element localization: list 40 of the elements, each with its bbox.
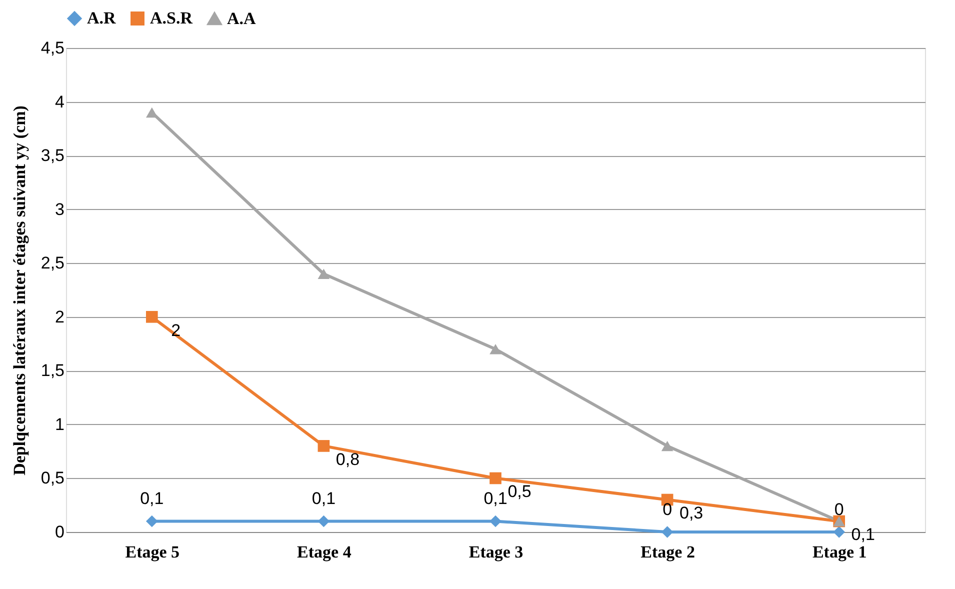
y-tick-label: 1 xyxy=(55,414,64,434)
x-tick-label: Etage 5 xyxy=(125,542,180,562)
data-label: 0,1 xyxy=(851,525,875,544)
y-tick-label: 2,5 xyxy=(40,254,64,273)
data-label: 0,5 xyxy=(508,482,532,502)
data-label: 0,3 xyxy=(679,504,704,523)
data-label: 0 xyxy=(834,500,844,519)
point xyxy=(318,440,330,452)
point xyxy=(146,515,158,528)
x-tick-label: Etage 4 xyxy=(297,542,352,562)
y-axis-title: Deplqcements latéraux inter étages suivant yy (cm) xyxy=(10,106,29,476)
legend-label: A.A xyxy=(227,8,257,28)
point xyxy=(661,526,674,538)
point xyxy=(661,440,674,452)
y-tick-label: 0 xyxy=(55,522,64,542)
point xyxy=(490,515,502,528)
data-label: 0,1 xyxy=(140,489,164,508)
y-tick-label: 0,5 xyxy=(40,468,64,488)
legend-label: A.S.R xyxy=(150,8,194,28)
data-label: 0,1 xyxy=(484,489,508,508)
point xyxy=(318,515,330,528)
point xyxy=(146,107,158,118)
point xyxy=(490,472,502,484)
x-tick-label: Etage 3 xyxy=(468,542,524,562)
y-tick-label: 2 xyxy=(55,307,64,326)
data-label: 0 xyxy=(662,500,672,519)
point xyxy=(833,526,846,538)
data-label: 0,1 xyxy=(312,489,336,508)
x-tick-label: Etage 2 xyxy=(640,542,695,562)
y-tick-label: 3 xyxy=(55,200,64,219)
y-tick-label: 3,5 xyxy=(40,146,64,166)
point xyxy=(490,344,502,354)
point xyxy=(318,268,330,279)
point xyxy=(146,310,158,323)
x-tick-label: Etage 1 xyxy=(812,542,867,562)
y-tick-label: 4,5 xyxy=(40,38,64,58)
legend-label: A.R xyxy=(87,8,117,28)
data-label: 0,8 xyxy=(336,450,360,469)
y-tick-label: 4 xyxy=(55,92,64,112)
y-tick-label: 1,5 xyxy=(40,361,64,380)
